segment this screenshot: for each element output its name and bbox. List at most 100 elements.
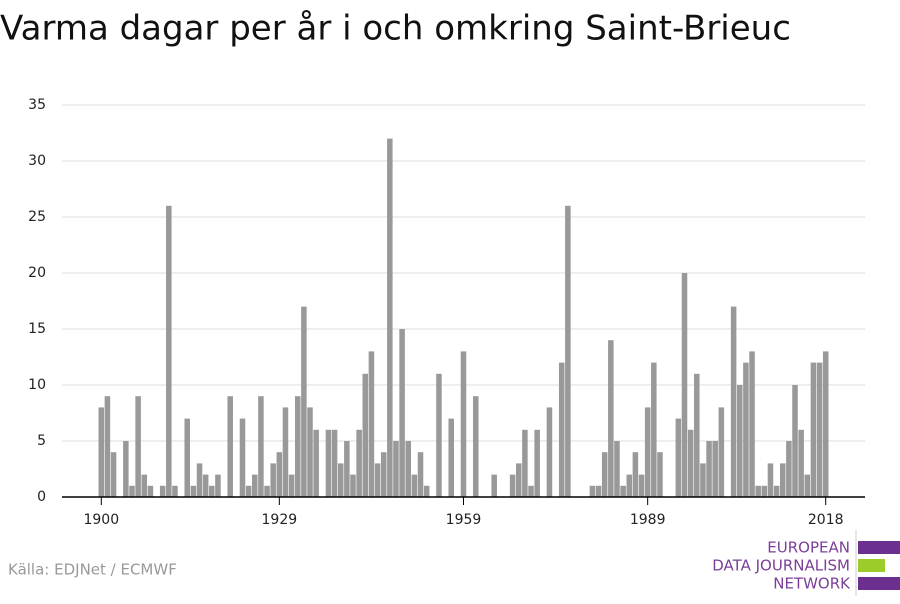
bar <box>681 273 688 497</box>
y-tick-label: 0 <box>37 489 46 505</box>
bar <box>98 407 105 497</box>
bar <box>491 474 497 497</box>
bar <box>632 452 639 497</box>
bar <box>448 418 454 497</box>
bar <box>522 429 528 497</box>
bar <box>515 463 522 497</box>
bar <box>675 418 682 497</box>
bar <box>436 373 442 497</box>
bar <box>147 485 154 497</box>
bar <box>558 362 565 497</box>
bar <box>779 463 786 497</box>
bar <box>816 362 823 497</box>
bar <box>798 429 804 497</box>
x-tick-label: 1900 <box>83 512 119 528</box>
bar <box>620 485 626 497</box>
bar <box>258 396 264 497</box>
bar <box>736 385 743 497</box>
bar <box>773 485 780 497</box>
logo-text: EUROPEAN <box>767 539 850 557</box>
bar <box>196 463 203 497</box>
bar <box>227 396 233 497</box>
bar <box>166 205 172 498</box>
chart-title: Varma dagar per år i och omkring Saint-B… <box>0 9 791 49</box>
bar <box>595 485 602 497</box>
bar <box>810 362 817 497</box>
y-tick-label: 5 <box>37 433 46 449</box>
bar <box>202 474 209 497</box>
bar <box>730 306 737 497</box>
bar <box>368 351 375 497</box>
bar <box>307 407 313 497</box>
logo-bar <box>858 577 900 590</box>
bar <box>651 362 657 497</box>
bar <box>589 485 596 497</box>
bar <box>786 441 792 497</box>
bar <box>245 485 252 497</box>
bar <box>399 329 405 497</box>
bar <box>325 429 332 497</box>
bar <box>417 452 424 497</box>
y-tick-label: 30 <box>28 153 46 169</box>
bar <box>473 396 479 497</box>
bar <box>411 474 418 497</box>
bar <box>423 485 430 497</box>
bar <box>270 463 276 497</box>
y-tick-label: 35 <box>28 97 46 113</box>
bar <box>767 463 774 497</box>
bar <box>687 429 694 497</box>
bar <box>356 429 362 497</box>
bar <box>528 485 534 497</box>
bar <box>282 407 289 497</box>
bar <box>706 441 712 497</box>
bar <box>393 441 399 497</box>
logo-bar <box>858 559 885 572</box>
bar <box>172 485 178 497</box>
bar <box>712 441 718 497</box>
bar <box>294 396 301 497</box>
bar <box>264 485 270 497</box>
bar <box>362 373 369 497</box>
bar <box>123 441 129 497</box>
bar <box>344 441 350 497</box>
x-tick-label: 1959 <box>446 512 482 528</box>
y-tick-label: 10 <box>28 377 46 393</box>
bar <box>288 474 295 497</box>
bar <box>141 474 148 497</box>
x-tick-label: 2018 <box>808 512 844 528</box>
bar <box>657 452 663 497</box>
x-tick-label: 1989 <box>630 512 666 528</box>
bar <box>718 407 725 497</box>
bar <box>104 396 111 497</box>
source: Källa: EDJNet / ECMWF <box>8 561 177 579</box>
bar <box>749 351 755 497</box>
bar <box>509 474 516 497</box>
x-tick-label: 1929 <box>262 512 298 528</box>
bar <box>374 463 381 497</box>
bar <box>313 429 319 497</box>
bar <box>159 485 166 497</box>
bar <box>239 418 246 497</box>
bar <box>350 474 356 497</box>
bar <box>460 351 467 497</box>
bar <box>301 306 307 497</box>
bar <box>387 138 393 497</box>
bar <box>209 485 215 497</box>
logo-text: NETWORK <box>773 575 851 593</box>
bar <box>638 474 645 497</box>
bar <box>743 362 749 497</box>
bar <box>601 452 608 497</box>
y-tick-label: 25 <box>28 209 46 225</box>
bar <box>110 452 117 497</box>
bar <box>380 452 387 497</box>
bar <box>276 452 283 497</box>
bar <box>215 474 221 497</box>
bar <box>184 418 191 497</box>
bar <box>190 485 197 497</box>
bar <box>761 485 768 497</box>
bar <box>608 340 614 497</box>
bar <box>644 407 651 497</box>
logo-text: DATA JOURNALISM <box>712 557 850 575</box>
bar <box>792 385 798 497</box>
